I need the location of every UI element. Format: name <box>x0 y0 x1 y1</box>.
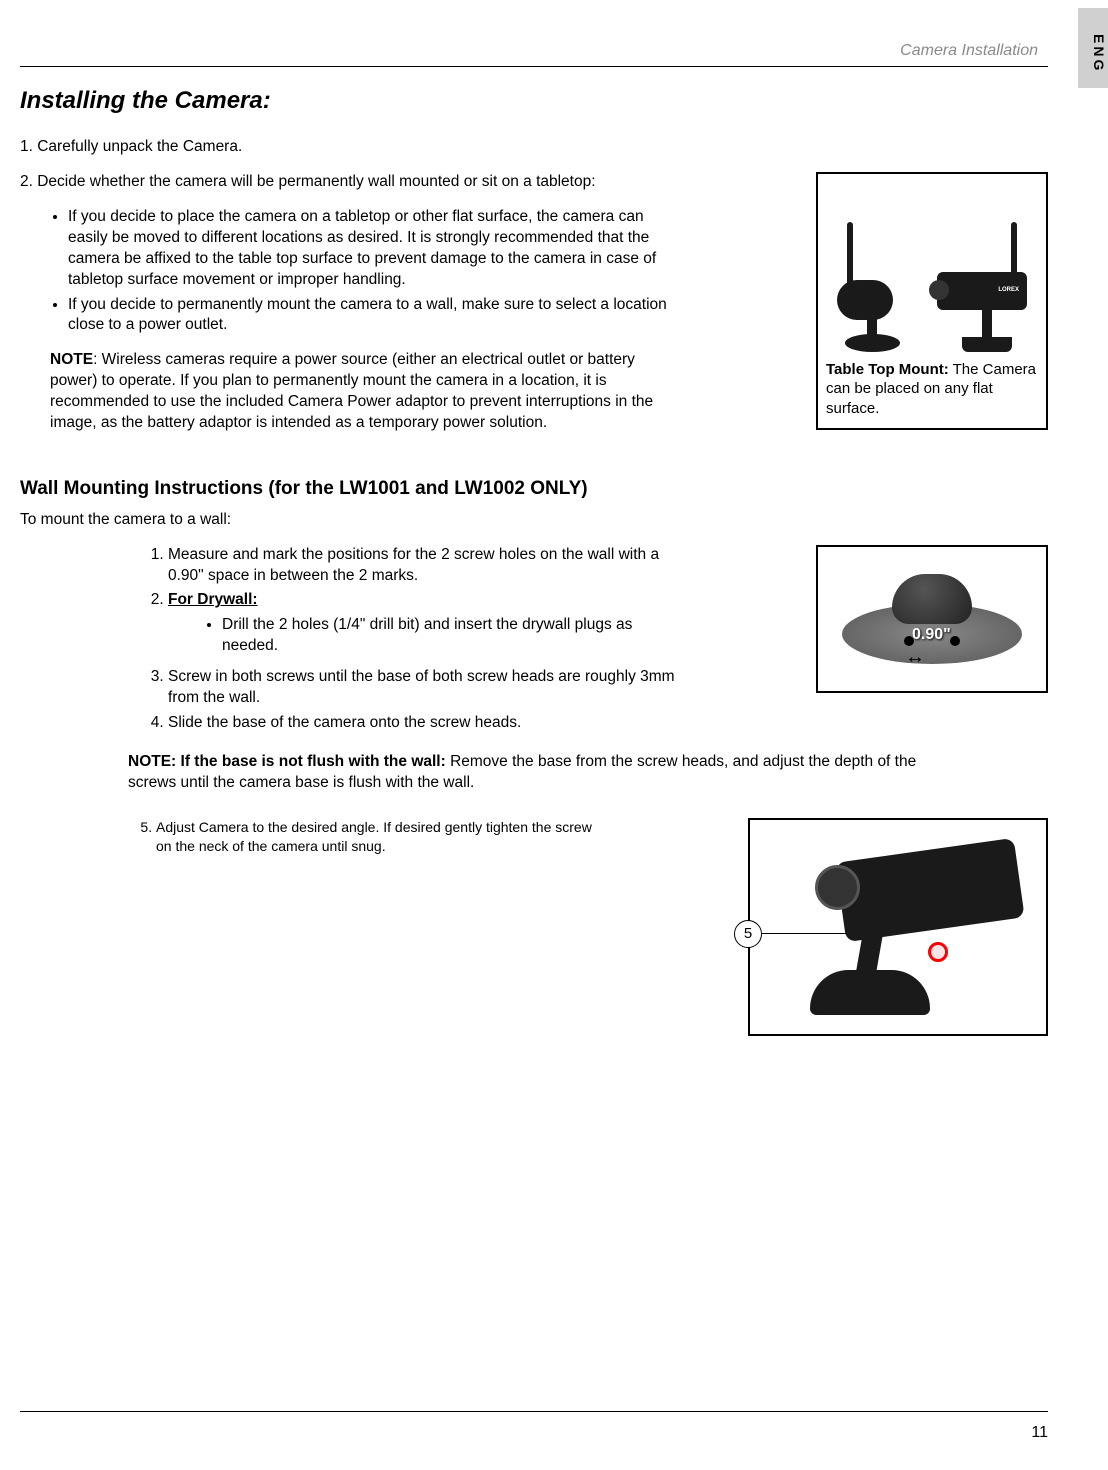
wall-step-2: For Drywall: Drill the 2 holes (1/4" dri… <box>168 590 798 657</box>
figure-mount-base: 0.90" ↔ <box>816 545 1048 693</box>
wall-mounting-heading: Wall Mounting Instructions (for the LW10… <box>20 476 1048 502</box>
wall-step-5: Adjust Camera to the desired angle. If d… <box>156 818 596 856</box>
brand-label: LOREX <box>998 286 1019 294</box>
wall-intro: To mount the camera to a wall: <box>20 510 1048 531</box>
figure-tabletop-caption: Table Top Mount: The Camera can be place… <box>826 360 1038 419</box>
spacing-label: 0.90" <box>912 624 951 646</box>
callout-5: 5 <box>734 920 762 948</box>
screw-highlight-icon <box>928 942 948 962</box>
step-1: 1. Carefully unpack the Camera. <box>20 137 1048 158</box>
note-text: : Wireless cameras require a power sourc… <box>50 351 653 431</box>
language-tab: ENG <box>1078 8 1108 88</box>
figure-adjust-angle: 5 <box>748 818 1048 1036</box>
drywall-bullet: Drill the 2 holes (1/4" drill bit) and i… <box>222 615 642 657</box>
bullet-wallmount: If you decide to permanently mount the c… <box>68 295 668 337</box>
note-flush: NOTE: If the base is not flush with the … <box>20 752 940 794</box>
mount-base-icon: 0.90" ↔ <box>842 574 1022 664</box>
note2-bold: NOTE: If the base is not flush with the … <box>128 753 450 770</box>
wall-step-4: Slide the base of the camera onto the sc… <box>168 713 798 734</box>
figure-tabletop-image: LOREX <box>826 182 1038 352</box>
step-2-bullets: If you decide to place the camera on a t… <box>20 207 798 337</box>
wall-step-3: Screw in both screws until the base of b… <box>168 667 698 709</box>
note-label: NOTE <box>50 351 93 368</box>
fig1-title: Table Top Mount: <box>826 361 949 378</box>
step-5-list: Adjust Camera to the desired angle. If d… <box>128 818 728 856</box>
page-header: Camera Installation <box>20 40 1048 62</box>
footer-rule <box>20 1411 1048 1412</box>
note-wireless: NOTE: Wireless cameras require a power s… <box>20 350 660 434</box>
camera-side-icon: LOREX <box>927 222 1027 352</box>
camera-front-icon <box>837 222 917 352</box>
step-2: 2. Decide whether the camera will be per… <box>20 172 798 193</box>
drywall-label: For Drywall: <box>168 591 258 608</box>
camera-adjust-icon <box>790 840 1020 1015</box>
wall-step-1: Measure and mark the positions for the 2… <box>168 545 688 587</box>
header-rule <box>20 66 1048 67</box>
wall-steps-list: Measure and mark the positions for the 2… <box>20 545 798 734</box>
section-title: Installing the Camera: <box>20 85 1048 117</box>
figure-tabletop: LOREX Table Top Mount: The Camera can be… <box>816 172 1048 431</box>
bullet-tabletop: If you decide to place the camera on a t… <box>68 207 668 291</box>
page-number: 11 <box>1031 1422 1048 1444</box>
